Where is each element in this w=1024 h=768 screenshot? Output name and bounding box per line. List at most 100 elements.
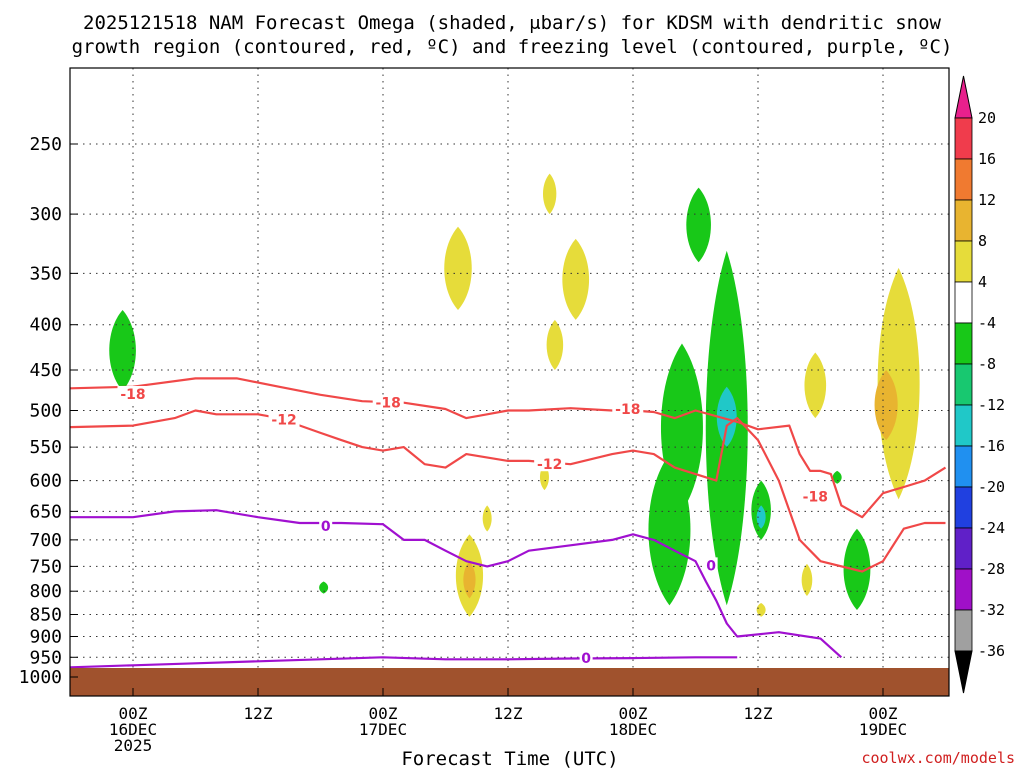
time-tick-label: 2025 — [114, 736, 153, 755]
pressure-tick-label: 400 — [29, 315, 62, 336]
dgz-minus12-label: -12 — [537, 457, 562, 473]
dgz-minus18-label: -18 — [803, 489, 828, 505]
omega-ascent-cell — [686, 187, 711, 263]
dgz-minus18-label: -18 — [120, 387, 145, 403]
omega-colorbar: 20 16 12 8 4 -4 -8 -12 -16 -20 -24 -28 -32 -36 — [954, 75, 1005, 694]
colorbar-label: -32 — [978, 601, 1005, 619]
omega-ascent-cell — [319, 581, 329, 594]
x-axis-label: Forecast Time (UTC) — [401, 748, 618, 768]
pressure-tick-label: 750 — [29, 556, 62, 577]
colorbar-label: -16 — [978, 437, 1005, 455]
omega-descent-cell — [804, 352, 827, 419]
dgz-minus18-label: -18 — [615, 402, 640, 418]
freezing-level-contour — [70, 509, 843, 659]
colorbar-label: 4 — [978, 273, 987, 291]
colorbar-bin — [954, 445, 973, 488]
colorbar-bottom-arrow — [954, 650, 973, 694]
omega-descent-cell — [756, 603, 766, 617]
time-tick-label: 17DEC — [359, 720, 407, 739]
time-tick-label: 12Z — [244, 704, 273, 723]
chart-title-line1: 2025121518 NAM Forecast Omega (shaded, μ… — [83, 12, 941, 34]
plot-frame — [69, 67, 950, 697]
dgz-minus18-label-bg — [799, 488, 831, 504]
time-tick-label: 18DEC — [609, 720, 657, 739]
pressure-tick-label: 700 — [29, 530, 62, 551]
pressure-axis: 2503003504004505005506006507007508008509… — [19, 134, 78, 688]
dgz-minus18-label-bg — [372, 394, 404, 410]
pressure-tick-label: 250 — [29, 134, 62, 155]
colorbar-label: 20 — [978, 109, 996, 127]
omega-descent-cell — [444, 226, 472, 311]
dgz-minus18-label-bg — [117, 386, 149, 402]
colorbar-bin — [954, 363, 973, 406]
colorbar-label: -36 — [978, 642, 1005, 660]
pressure-tick-label: 450 — [29, 360, 62, 381]
pressure-tick-label: 850 — [29, 605, 62, 626]
omega-ascent-cell — [109, 310, 136, 391]
colorbar-label: -20 — [978, 478, 1005, 496]
colorbar-label: -4 — [978, 314, 996, 332]
pressure-tick-label: 600 — [29, 471, 62, 492]
colorbar-label: 8 — [978, 232, 987, 250]
freezing-level-label: 0 — [321, 519, 331, 535]
time-tick-label: 00Z — [619, 704, 648, 723]
credit-link[interactable]: coolwx.com/models — [861, 749, 1015, 767]
time-tick-label: 12Z — [744, 704, 773, 723]
time-tick-label: 12Z — [494, 704, 523, 723]
dgz-minus18-label-bg — [612, 400, 644, 416]
colorbar-bin — [954, 158, 973, 201]
dgz-minus18-label: -18 — [376, 396, 401, 412]
omega-descent-cell — [463, 561, 476, 599]
contour-lines: -18 -18 -18 -18 -12 -12 0 0 0 — [70, 377, 947, 669]
freezing-level-label-bg — [579, 650, 593, 666]
colorbar-bin — [954, 404, 973, 447]
colorbar-bin — [954, 117, 973, 160]
colorbar-bin — [954, 199, 973, 242]
pressure-tick-label: 800 — [29, 581, 62, 602]
omega-ascent-cell — [756, 505, 766, 529]
omega-ascent-cell — [648, 454, 691, 606]
time-tick-label: 00Z — [369, 704, 398, 723]
colorbar-bin — [954, 240, 973, 283]
colorbar-label: 16 — [978, 150, 996, 168]
pressure-tick-label: 650 — [29, 501, 62, 522]
colorbar-label: -8 — [978, 355, 996, 373]
colorbar-bin — [954, 568, 973, 611]
colorbar-label: -24 — [978, 519, 1005, 537]
colorbar-bin — [954, 486, 973, 529]
omega-descent-cell — [482, 505, 492, 532]
terrain-ground — [70, 668, 949, 696]
pressure-tick-label: 300 — [29, 204, 62, 225]
omega-descent-cell — [877, 267, 920, 500]
plot-grid — [70, 68, 949, 696]
omega-descent-cell — [546, 319, 564, 370]
freezing-level-low-contour — [70, 656, 738, 669]
colorbar-bin — [954, 281, 973, 324]
omega-ascent-cell — [832, 470, 842, 484]
omega-ascent-cell — [716, 386, 737, 448]
colorbar-bin — [954, 609, 973, 652]
pressure-tick-label: 1000 — [19, 667, 62, 688]
pressure-tick-label: 350 — [29, 263, 62, 284]
omega-descent-cell — [874, 369, 898, 441]
pressure-tick-label: 500 — [29, 401, 62, 422]
colorbar-bin — [954, 527, 973, 570]
dgz-minus12-label: -12 — [271, 413, 296, 429]
chart-title-line2: growth region (contoured, red, ºC) and f… — [72, 36, 953, 58]
dgz-minus18-contour — [70, 377, 947, 519]
time-tick-label: 00Z — [869, 704, 898, 723]
freezing-level-label: 0 — [581, 651, 591, 667]
time-tick-label: 00Z — [119, 704, 148, 723]
freezing-level-label-bg — [704, 557, 718, 573]
pressure-tick-label: 950 — [29, 647, 62, 668]
colorbar-label: -12 — [978, 396, 1005, 414]
pressure-tick-label: 900 — [29, 626, 62, 647]
freezing-level-label-bg — [319, 517, 333, 533]
colorbar-top-arrow — [954, 75, 973, 119]
dgz-minus12-label-bg — [534, 456, 566, 472]
dgz-minus12-label-bg — [268, 411, 300, 427]
time-tick-label: 16DEC — [109, 720, 157, 739]
time-tick-label: 19DEC — [859, 720, 907, 739]
